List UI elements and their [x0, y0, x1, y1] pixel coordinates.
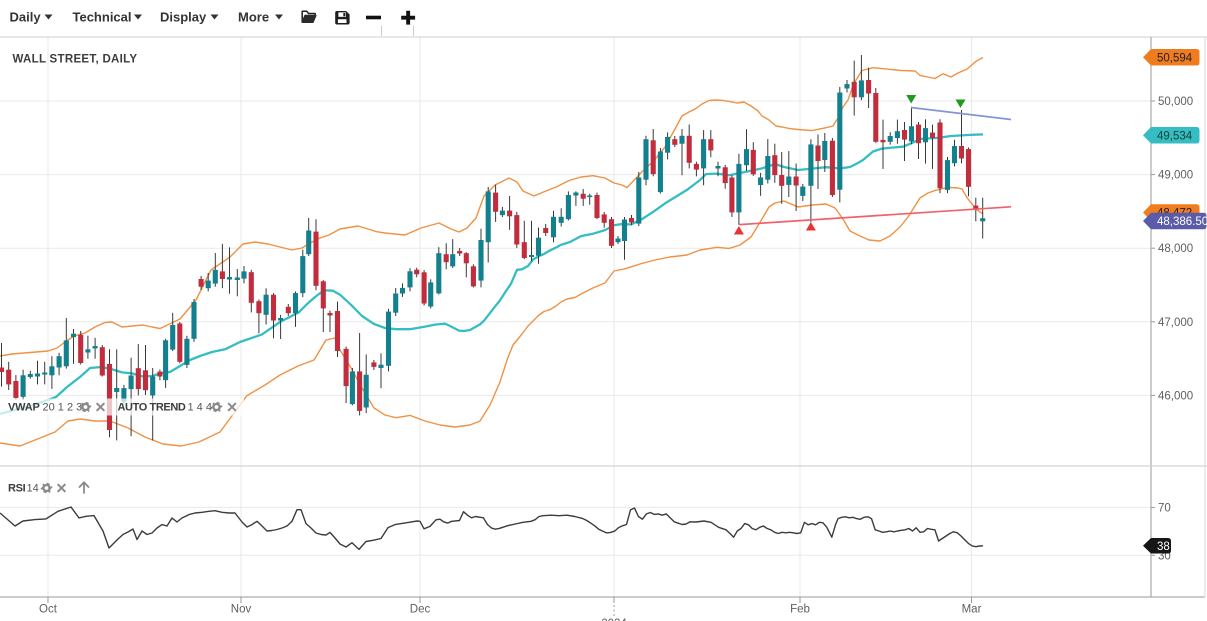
svg-text:Feb: Feb: [790, 604, 810, 616]
svg-text:70: 70: [1158, 502, 1171, 514]
svg-text:48,000: 48,000: [1158, 243, 1193, 255]
svg-text:14: 14: [27, 483, 39, 495]
svg-text:20 1 2 3: 20 1 2 3: [43, 402, 83, 414]
svg-text:Dec: Dec: [410, 604, 431, 616]
svg-text:47,000: 47,000: [1158, 317, 1193, 329]
svg-text:Technical: Technical: [73, 10, 132, 25]
svg-text:VWAP: VWAP: [8, 402, 40, 414]
svg-text:49,000: 49,000: [1158, 170, 1193, 182]
svg-text:1 4 4: 1 4 4: [188, 402, 212, 414]
svg-text:Nov: Nov: [231, 604, 252, 616]
svg-text:49,534: 49,534: [1157, 131, 1193, 143]
svg-text:46,000: 46,000: [1158, 390, 1193, 402]
svg-text:38: 38: [1157, 541, 1170, 553]
svg-text:Oct: Oct: [39, 604, 58, 616]
svg-text:Daily: Daily: [10, 10, 42, 25]
svg-text:48,386.50: 48,386.50: [1157, 216, 1207, 228]
svg-text:More: More: [238, 10, 269, 25]
svg-text:RSI: RSI: [8, 483, 26, 495]
svg-text:Mar: Mar: [962, 604, 982, 616]
svg-text:50,594: 50,594: [1157, 53, 1193, 65]
svg-text:2024: 2024: [601, 618, 627, 621]
svg-text:50,000: 50,000: [1158, 96, 1193, 108]
svg-text:Display: Display: [160, 10, 207, 25]
svg-text:WALL STREET, DAILY: WALL STREET, DAILY: [13, 54, 138, 66]
svg-text:AUTO TREND: AUTO TREND: [118, 402, 186, 414]
